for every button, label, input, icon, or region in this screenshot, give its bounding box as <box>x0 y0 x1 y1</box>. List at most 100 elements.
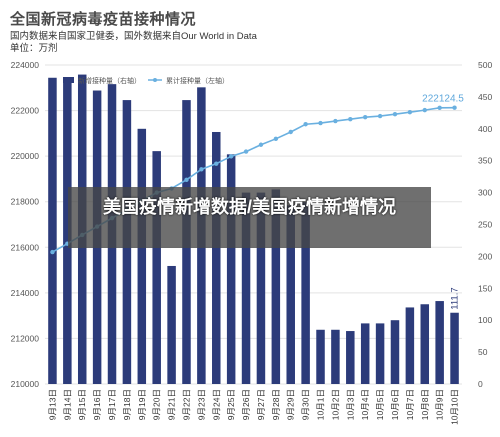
line-point <box>214 161 219 166</box>
left-tick-label: 214000 <box>11 288 40 298</box>
last-bar-value-label: 111.7 <box>450 287 461 309</box>
left-tick-label: 212000 <box>11 333 40 343</box>
line-point <box>333 118 338 124</box>
line-point <box>288 129 293 135</box>
chart-subtitle: 国内数据来自国家卫健委，国外数据来自Our World in Data 单位：万… <box>10 31 257 55</box>
x-tick-label: 10月8日 <box>420 389 430 420</box>
line-point <box>273 136 279 142</box>
last-line-value-label: 222124.5 <box>422 94 464 105</box>
bar <box>346 331 355 384</box>
x-tick-label: 9月15日 <box>77 389 87 420</box>
legend-line-marker <box>153 78 157 82</box>
left-tick-label: 222000 <box>11 106 40 116</box>
line-point <box>452 105 457 110</box>
legend-line-label: 累计接种量（左轴） <box>166 76 229 85</box>
page-title: 全国新冠病毒疫苗接种情况 <box>10 11 197 28</box>
line-point <box>199 167 204 172</box>
bar <box>137 128 147 384</box>
x-tick-label: 10月7日 <box>405 389 415 420</box>
left-axis-ticks: 210000 212000 214000 216000 218000 220000 2220… <box>11 60 40 389</box>
line-point <box>362 114 368 120</box>
line-point <box>422 107 427 113</box>
left-tick-label: 224000 <box>11 60 40 70</box>
x-tick-label: 9月24日 <box>211 389 221 420</box>
bar <box>48 77 57 384</box>
right-tick-label: 50 <box>478 347 488 357</box>
bar <box>241 192 251 384</box>
line-point <box>258 142 264 147</box>
right-tick-label: 100 <box>478 315 492 325</box>
x-tick-label: 9月29日 <box>286 389 296 420</box>
right-tick-label: 150 <box>478 283 492 293</box>
right-tick-label: 500 <box>478 60 492 70</box>
left-tick-label: 216000 <box>11 242 40 252</box>
line-point <box>348 117 353 122</box>
legend-bar-label: 新增接种量（右轴） <box>78 76 141 85</box>
x-tick-label: 9月18日 <box>122 389 132 420</box>
left-tick-label: 220000 <box>11 151 40 161</box>
bar <box>63 77 72 384</box>
bar <box>390 320 400 384</box>
bar <box>435 301 444 384</box>
line-point <box>303 122 308 127</box>
overlay-banner: 美国疫情新增数据/美国疫情新增情况 <box>68 187 431 248</box>
x-tick-label: 10月6日 <box>390 389 400 420</box>
line-point <box>228 154 234 159</box>
bar <box>271 189 281 384</box>
x-tick-label: 9月25日 <box>226 389 236 420</box>
bar <box>360 323 370 384</box>
x-tick-label: 10月1日 <box>316 389 326 420</box>
right-tick-label: 0 <box>478 379 483 389</box>
right-tick-label: 300 <box>478 188 492 198</box>
x-tick-label: 9月28日 <box>271 389 281 420</box>
annotations: 222124.5 111.7 <box>422 94 464 310</box>
bar <box>331 329 340 384</box>
right-tick-label: 200 <box>478 251 492 261</box>
left-tick-label: 218000 <box>11 197 40 207</box>
x-tick-label: 9月27日 <box>256 389 266 420</box>
bar <box>212 131 221 384</box>
legend: 新增接种量（右轴） 累计接种量（左轴） <box>63 76 229 85</box>
x-tick-label: 9月21日 <box>167 389 177 420</box>
bar <box>152 151 161 384</box>
line-point <box>318 120 323 126</box>
bar <box>420 304 430 384</box>
x-tick-label: 10月5日 <box>375 389 385 420</box>
line-point <box>50 249 55 255</box>
x-axis-labels: 9月13日 9月14日 9月15日 9月16日 9月17日 9月18日 9月19日 9月20日… <box>47 389 459 425</box>
bar <box>286 205 295 384</box>
x-tick-label: 10月9日 <box>435 389 445 420</box>
bar <box>450 312 459 384</box>
x-tick-label: 10月2日 <box>330 389 340 420</box>
x-tick-label: 9月30日 <box>301 389 311 420</box>
bar <box>301 202 310 384</box>
subtitle-source: 国内数据来自国家卫健委，国外数据来自Our World in Data <box>10 31 257 42</box>
line-point <box>377 113 383 119</box>
line-point <box>243 149 249 154</box>
x-tick-label: 9月13日 <box>47 389 57 420</box>
x-tick-label: 9月19日 <box>137 389 147 420</box>
right-tick-label: 400 <box>478 124 492 134</box>
bar <box>256 192 266 384</box>
line-point <box>392 112 398 117</box>
x-tick-label: 9月16日 <box>92 389 102 420</box>
left-tick-label: 210000 <box>11 379 40 389</box>
legend-bar-swatch <box>63 77 74 83</box>
x-tick-label: 9月23日 <box>196 389 206 420</box>
bar <box>167 265 176 384</box>
bar <box>405 307 415 384</box>
line-point <box>407 109 413 115</box>
line-point <box>184 177 189 183</box>
line-point <box>437 105 442 111</box>
right-axis-ticks: 0 50 100 150 200 250 300 350 400 450 500 <box>478 60 492 389</box>
x-tick-label: 10月10日 <box>450 389 460 425</box>
right-tick-label: 250 <box>478 220 492 230</box>
x-tick-label: 9月14日 <box>62 389 72 420</box>
bar <box>316 329 325 384</box>
bar <box>375 323 385 384</box>
right-tick-label: 350 <box>478 156 492 166</box>
x-tick-label: 10月3日 <box>345 389 355 420</box>
bar <box>226 154 236 384</box>
x-tick-label: 9月20日 <box>152 389 162 420</box>
x-tick-label: 9月22日 <box>181 389 191 420</box>
